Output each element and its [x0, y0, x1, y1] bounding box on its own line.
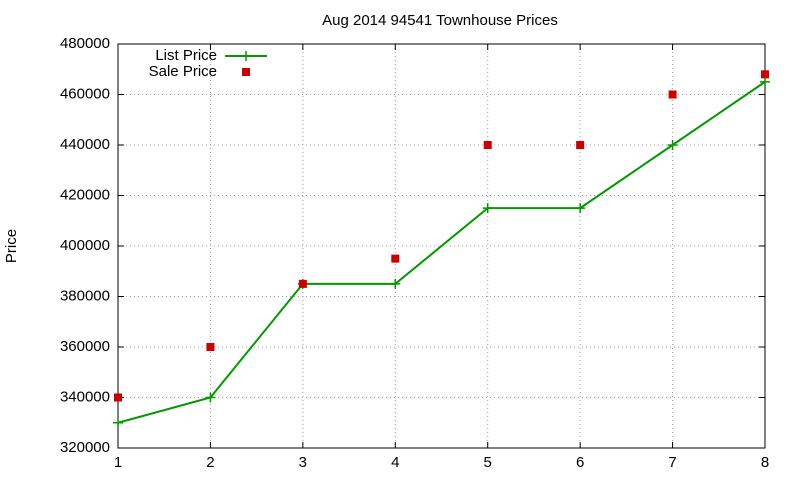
x-tick-label: 1: [114, 454, 122, 471]
x-tick-label: 7: [668, 454, 676, 471]
y-tick-label: 360000: [60, 338, 110, 355]
plot-border: [117, 43, 766, 449]
point: [391, 254, 400, 263]
point: [390, 278, 401, 289]
legend-marker: [242, 68, 250, 76]
legend-label: Sale Price: [149, 63, 217, 80]
point: [576, 141, 585, 149]
series-line: [117, 81, 766, 424]
point: [667, 140, 678, 150]
y-tick-label: 400000: [60, 237, 110, 254]
x-tick-label: 2: [206, 454, 214, 471]
point: [298, 279, 307, 288]
y-tick-label: 320000: [60, 439, 110, 456]
point: [206, 343, 215, 351]
point: [575, 203, 586, 214]
y-tick-label: 380000: [60, 287, 110, 304]
x-tick-label: 3: [299, 454, 307, 471]
y-tick-label: 480000: [60, 35, 110, 52]
x-tick-label: 8: [761, 454, 769, 471]
legend-label: List Price: [155, 47, 217, 64]
point: [114, 393, 122, 402]
legend-marker: [241, 51, 251, 61]
point: [668, 90, 677, 99]
x-tick-label: 5: [484, 454, 492, 471]
y-tick-label: 440000: [60, 136, 110, 153]
chart-title: Aug 2014 94541 Townhouse Prices: [322, 12, 558, 29]
point: [760, 76, 770, 87]
y-tick-label: 420000: [60, 186, 110, 203]
y-tick-label: 460000: [60, 85, 110, 102]
point: [483, 141, 492, 149]
y-axis-label: Price: [3, 229, 20, 263]
x-tick-label: 6: [576, 454, 584, 471]
y-tick-label: 340000: [60, 388, 110, 405]
point: [482, 203, 493, 214]
point: [113, 417, 123, 428]
point: [761, 70, 769, 79]
x-tick-label: 4: [391, 454, 399, 471]
point: [205, 392, 216, 403]
